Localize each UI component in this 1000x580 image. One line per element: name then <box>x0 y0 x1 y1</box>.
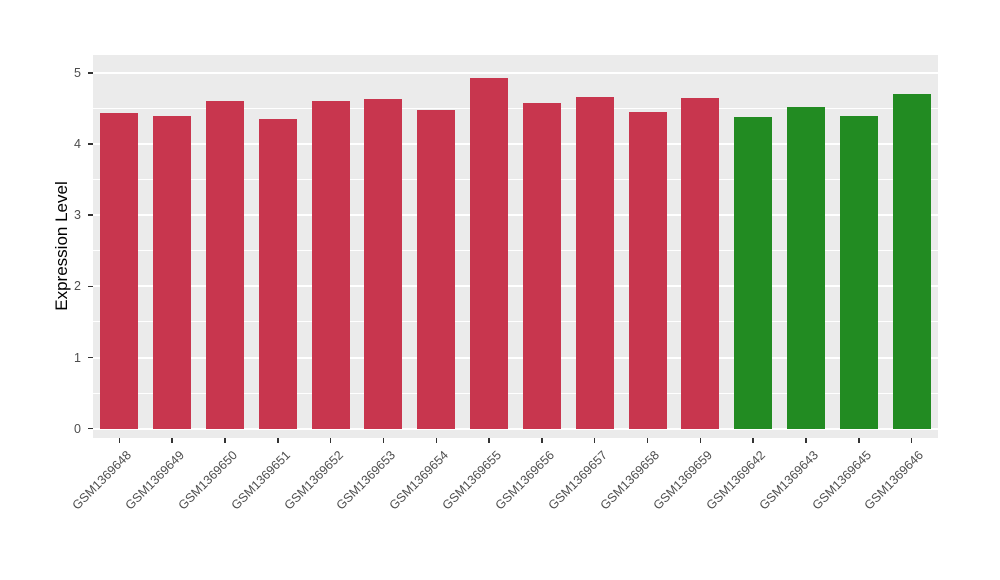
x-tick-mark <box>329 438 332 443</box>
bar-GSM1369659 <box>681 98 720 429</box>
gridline-minor <box>93 392 938 394</box>
bar-GSM1369648 <box>100 113 139 429</box>
bar-GSM1369652 <box>311 101 350 429</box>
gridline-minor <box>93 321 938 323</box>
gridline-minor <box>93 107 938 109</box>
bar-GSM1369643 <box>786 106 825 429</box>
gridline-major <box>93 427 938 430</box>
bar-GSM1369649 <box>153 115 192 429</box>
x-tick-mark <box>541 438 543 443</box>
x-tick-mark <box>277 438 279 443</box>
x-tick-mark <box>858 438 860 443</box>
gridline-major <box>93 285 938 288</box>
x-tick-mark <box>382 438 385 443</box>
bar-GSM1369653 <box>364 99 403 429</box>
x-tick-mark <box>593 438 596 443</box>
x-tick-mark <box>435 438 438 443</box>
bar-GSM1369655 <box>470 77 509 429</box>
bar-GSM1369642 <box>734 116 773 429</box>
y-tick-mark <box>88 427 93 430</box>
x-tick-mark <box>699 438 702 443</box>
bar-GSM1369656 <box>522 103 561 429</box>
y-tick-label: 1 <box>74 350 81 365</box>
x-tick-mark <box>910 438 913 443</box>
gridline-major <box>93 214 938 217</box>
bar-GSM1369650 <box>206 101 245 429</box>
y-tick-mark <box>88 143 93 145</box>
y-tick-label: 5 <box>74 65 81 80</box>
bar-GSM1369645 <box>839 116 878 429</box>
y-tick-mark <box>88 214 93 216</box>
x-tick-mark <box>646 438 649 443</box>
x-tick-mark <box>118 438 121 443</box>
y-tick-label: 4 <box>74 136 81 151</box>
y-tick-mark <box>88 356 93 359</box>
plot-panel <box>93 55 938 438</box>
y-axis: 0 1 2 3 4 5 <box>0 55 93 438</box>
y-tick-label: 2 <box>74 279 81 294</box>
y-tick-label: 0 <box>74 421 81 436</box>
y-tick-label: 3 <box>74 208 81 223</box>
bar-GSM1369658 <box>628 111 667 429</box>
bar-GSM1369651 <box>258 119 297 429</box>
x-axis: GSM1369648 GSM1369649 GSM1369650 GSM1369651… <box>70 438 938 568</box>
gridline-minor <box>93 179 938 181</box>
y-tick-mark <box>88 72 93 74</box>
x-tick-mark <box>224 438 226 443</box>
bar-GSM1369654 <box>417 109 456 429</box>
bar-GSM1369657 <box>575 97 614 429</box>
x-tick-mark <box>171 438 173 443</box>
gridline-minor <box>93 250 938 252</box>
x-tick-mark <box>805 438 807 443</box>
x-tick-mark <box>752 438 754 443</box>
gridline-major <box>93 142 938 145</box>
gridline-major <box>93 356 938 359</box>
x-tick-mark <box>488 438 490 443</box>
bar-GSM1369646 <box>892 94 931 429</box>
gridline-major <box>93 71 938 74</box>
y-tick-mark <box>88 285 93 288</box>
